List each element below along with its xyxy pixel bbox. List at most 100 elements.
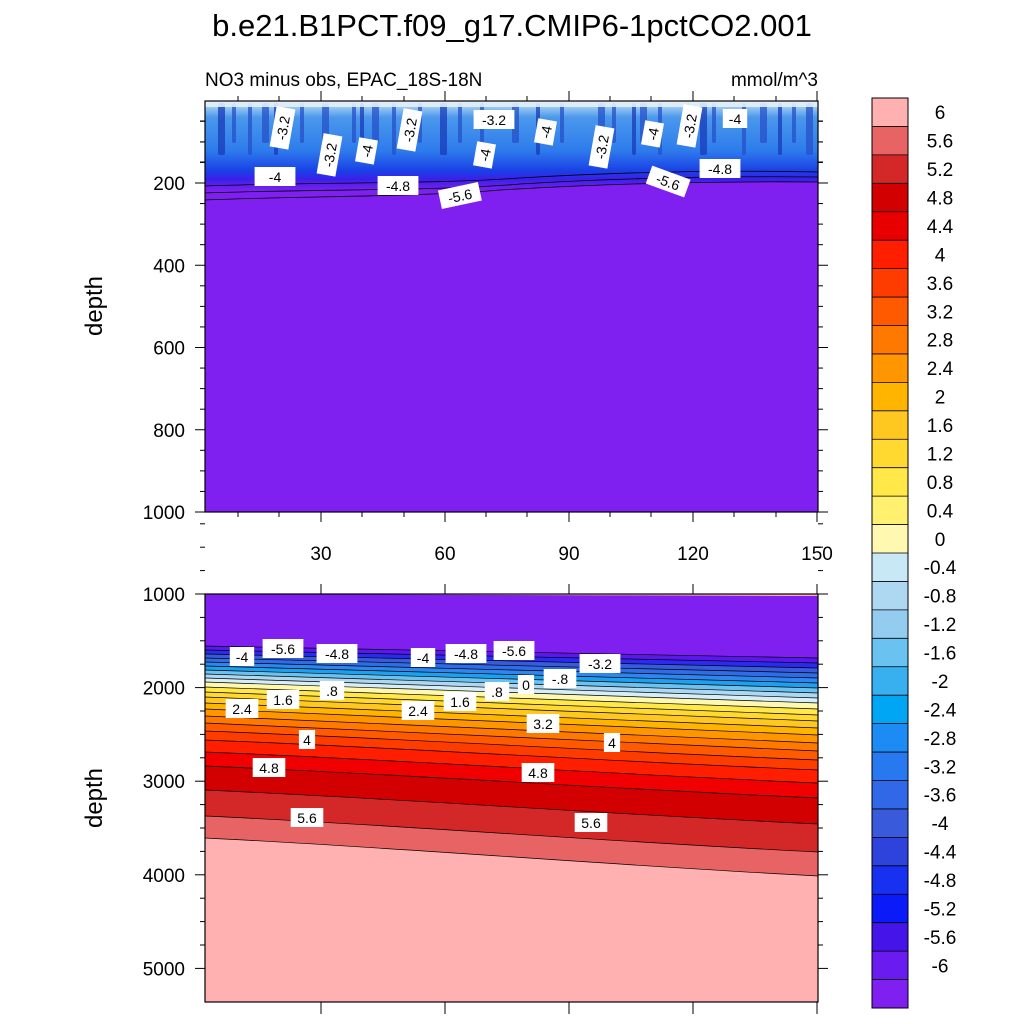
y-tick-label: 4000	[143, 866, 185, 887]
colorbar-label: -3.6	[924, 786, 957, 807]
upper-streak	[372, 103, 379, 143]
upper-streak	[700, 103, 707, 155]
upper-streak	[248, 103, 252, 155]
upper-streak	[232, 103, 236, 143]
colorbar-label: 3.2	[927, 302, 953, 323]
svg-text:.8: .8	[491, 684, 503, 700]
svg-text:0: 0	[522, 677, 530, 693]
contour-label: 2.4	[225, 699, 259, 718]
units-label: mmol/m^3	[731, 70, 818, 91]
colorbar-swatch	[872, 894, 908, 924]
colorbar-label: 2	[935, 388, 946, 409]
contour-label: -3.2	[588, 125, 615, 169]
contour-label: 4	[298, 730, 316, 749]
svg-text:5.6: 5.6	[297, 810, 317, 826]
colorbar-label: -6	[932, 956, 949, 977]
y-tick-label: 400	[153, 256, 185, 277]
colorbar-swatch	[872, 581, 908, 611]
svg-text:-3.2: -3.2	[680, 113, 700, 140]
contour-label: .8	[484, 682, 510, 701]
svg-text:-4: -4	[537, 124, 555, 139]
colorbar-swatch	[872, 211, 908, 241]
contour-label: -4	[262, 167, 288, 186]
svg-text:-4.8: -4.8	[708, 161, 732, 177]
svg-text:4: 4	[608, 735, 616, 751]
svg-text:-5.6: -5.6	[271, 641, 295, 657]
upper-streak	[262, 103, 269, 143]
colorbar-swatch	[872, 922, 908, 952]
upper-streak	[352, 103, 356, 143]
svg-text:-5.6: -5.6	[447, 186, 474, 207]
contour-label: -5.6	[437, 181, 482, 210]
contour-label: -4.8	[316, 644, 358, 663]
contour-label: -4	[473, 141, 496, 169]
colorbar-swatch	[872, 951, 908, 981]
contour-label: 5.6	[290, 808, 324, 827]
colorbar-swatch	[872, 524, 908, 554]
colorbar-swatch	[872, 183, 908, 213]
colorbar-label: 4.4	[927, 217, 954, 238]
contour-label: -.8	[543, 669, 577, 688]
svg-text:-4: -4	[476, 147, 494, 162]
colorbar-swatch	[872, 325, 908, 355]
colorbar-label: 0	[935, 530, 946, 551]
colorbar-label: -2.8	[924, 729, 957, 750]
contour-label: -4.8	[445, 644, 487, 663]
svg-text:.8: .8	[326, 683, 338, 699]
contour-label: 1.6	[443, 692, 477, 711]
colorbar-label: 3.6	[927, 274, 953, 295]
colorbar-label: -0.8	[924, 587, 957, 608]
svg-text:-4.8: -4.8	[325, 646, 349, 662]
upper-streak	[632, 103, 636, 155]
upper-panel: 200 400 600 800 1000 30 60 90 120 150 depth -3.2 -…	[81, 91, 833, 565]
colorbar-label: 5.2	[927, 160, 953, 181]
colorbar-label: -4.4	[924, 843, 957, 864]
svg-text:-3.2: -3.2	[273, 115, 293, 142]
colorbar-swatch	[872, 723, 908, 753]
svg-text:4.8: 4.8	[259, 760, 279, 776]
colorbar-label: 1.2	[927, 444, 953, 465]
contour-label: 2.4	[401, 701, 435, 720]
colorbar-label: 2.4	[927, 359, 954, 380]
upper-contour-labels: -3.2-3.2-4-3.2-3.2-4-4-3.2-4-3.2-4-3.2-4…	[254, 104, 748, 210]
svg-text:-5.6: -5.6	[654, 170, 682, 193]
y-tick-label: 200	[153, 174, 185, 195]
colorbar-label: -5.2	[924, 899, 957, 920]
colorbar-swatch	[872, 240, 908, 270]
colorbar-swatch	[872, 695, 908, 725]
contour-label: -3.2	[676, 104, 703, 148]
upper-streak	[300, 103, 304, 143]
svg-text:-.8: -.8	[552, 671, 569, 687]
colorbar-swatch	[872, 865, 908, 895]
svg-text:-4: -4	[358, 143, 376, 158]
svg-text:-3.2: -3.2	[400, 117, 420, 144]
contour-label: -3.2	[579, 654, 621, 673]
upper-ylabel: depth	[81, 276, 108, 336]
contour-label: -4	[722, 109, 748, 128]
colorbar-swatch	[872, 609, 908, 639]
colorbar-swatch	[872, 154, 908, 184]
colorbar-swatch	[872, 353, 908, 383]
colorbar-label: -4.8	[924, 871, 957, 892]
svg-text:-3.2: -3.2	[592, 134, 612, 161]
contour-label: -3.2	[396, 108, 423, 152]
y-tick-label: 800	[153, 421, 185, 442]
upper-streak	[712, 103, 716, 143]
svg-text:2.4: 2.4	[408, 703, 428, 719]
colorbar-swatch	[872, 979, 908, 1009]
colorbar-swatch	[872, 126, 908, 156]
colorbar-label: -0.4	[924, 558, 957, 579]
colorbar-swatch	[872, 638, 908, 668]
colorbar-label: -2	[932, 672, 949, 693]
lower-contour-labels: -4 -5.6 -4.8 -4 -4.8 -5.6 -3.2 -.8 0 .8 1.6 2.4 .8 1.…	[225, 639, 621, 832]
svg-text:-4.8: -4.8	[454, 646, 478, 662]
contour-label: -4.8	[699, 159, 741, 178]
lower-bands	[205, 594, 818, 1002]
upper-streak	[392, 103, 396, 155]
y-tick-label: 600	[153, 339, 185, 360]
colorbar-label: 0.4	[927, 501, 954, 522]
upper-ticks: 200 400 600 800 1000 30 60 90 120 150	[143, 91, 833, 565]
y-tick-label: 1000	[143, 585, 185, 606]
